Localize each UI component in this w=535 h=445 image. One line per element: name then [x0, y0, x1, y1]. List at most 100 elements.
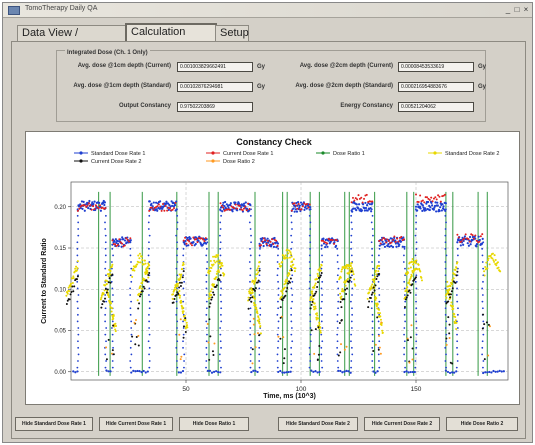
standard-dose-point — [500, 370, 503, 373]
standard-dose-2-point — [379, 312, 382, 315]
standard-dose-2-point — [105, 282, 108, 285]
legend-entry: Current Dose Rate 1 — [223, 151, 273, 157]
standard-dose-point — [364, 201, 367, 205]
standard-dose-point — [481, 261, 484, 263]
standard-dose-point — [130, 300, 133, 303]
dose-ratio-2-point — [131, 335, 134, 338]
standard-dose-2-point — [485, 261, 488, 264]
standard-dose-point — [415, 320, 418, 323]
current-dose-2-point — [406, 294, 409, 297]
current-dose-2-point — [138, 302, 141, 305]
standard-dose-point — [403, 294, 406, 296]
standard-dose-point — [350, 221, 353, 224]
standard-dose-point — [309, 274, 312, 277]
standard-dose-point — [366, 209, 369, 212]
current-dose-2-point — [70, 291, 73, 294]
dose-current-2-field[interactable]: 0.00008453533619 — [398, 62, 474, 72]
current-dose-point — [79, 205, 82, 208]
constancy-chart[interactable]: Constancy Check Standard Dose Rate 1 Curre… — [25, 131, 520, 405]
standard-dose-2-point — [255, 269, 258, 272]
dose-ratio-2-point — [448, 323, 451, 326]
standard-dose-point — [249, 313, 252, 316]
standard-dose-point — [130, 371, 133, 374]
standard-dose-point — [351, 294, 353, 296]
standard-dose-point — [112, 254, 114, 257]
energy-constancy-field[interactable]: 0.00521204062 — [398, 102, 474, 112]
dose-ratio-2-point — [487, 323, 490, 326]
tab-setup[interactable]: Setup — [215, 25, 249, 41]
legend-entry: Standard Dose Rate 2 — [445, 151, 499, 157]
standard-dose-2-point — [348, 271, 351, 274]
current-dose-point — [89, 204, 92, 207]
standard-dose-point — [107, 370, 110, 373]
output-constancy-field[interactable]: 0.97502203869 — [177, 102, 253, 112]
hide-current-dose-rate-1-button[interactable]: Hide Current Dose Rate 1 — [99, 417, 173, 431]
standard-dose-point — [212, 370, 216, 373]
current-dose-2-point — [248, 298, 251, 301]
standard-dose-point — [320, 244, 323, 247]
current-dose-2-point — [368, 300, 371, 303]
standard-dose-2-point — [290, 266, 293, 269]
standard-dose-point — [111, 366, 114, 369]
standard-dose-point — [371, 333, 374, 336]
standard-dose-point — [484, 371, 487, 374]
standard-dose-2-point — [375, 273, 378, 276]
standard-dose-2-point — [492, 259, 495, 262]
current-dose-point — [305, 203, 308, 206]
standard-dose-point — [326, 245, 329, 248]
dose-ratio-2-point — [252, 323, 255, 326]
standard-dose-point — [482, 371, 485, 375]
dose-ratio-2-point — [380, 321, 383, 324]
standard-dose-2-point — [497, 266, 500, 269]
hide-dose-ratio-2-button[interactable]: Hide Dose Ratio 2 — [446, 417, 518, 431]
dose-standard-field[interactable]: 0.00102876294981 — [177, 82, 253, 92]
current-dose-point — [396, 237, 399, 240]
tab-data-view[interactable]: Data View / Calculation — [17, 25, 128, 54]
current-dose-point — [248, 207, 251, 210]
standard-dose-2-point — [378, 264, 381, 267]
standard-dose-point — [290, 247, 293, 250]
standard-dose-point — [104, 214, 107, 217]
dose-current-field[interactable]: 0.001003829662491 — [177, 62, 253, 72]
standard-dose-point — [404, 360, 407, 362]
tab-calculation-results[interactable]: Calculation Results — [125, 23, 217, 53]
standard-dose-2-point — [215, 272, 218, 275]
minimize-icon[interactable]: _ — [505, 5, 511, 14]
hide-standard-dose-rate-2-button[interactable]: Hide Standard Dose Rate 2 — [278, 417, 358, 431]
standard-dose-point — [187, 244, 190, 247]
current-dose-point — [360, 196, 363, 199]
standard-dose-point — [123, 239, 127, 242]
current-dose-point — [353, 199, 356, 202]
standard-dose-point — [244, 201, 247, 204]
standard-dose-point — [431, 204, 434, 207]
standard-dose-2-point — [257, 316, 260, 319]
current-dose-point — [188, 240, 191, 243]
standard-dose-point — [336, 280, 339, 283]
standard-dose-2-point — [316, 314, 319, 317]
standard-dose-point — [455, 294, 458, 296]
current-dose-point — [264, 239, 267, 242]
current-dose-point — [111, 239, 114, 242]
standard-dose-2-point — [484, 265, 487, 268]
standard-dose-2-point — [315, 312, 318, 315]
hide-dose-ratio-1-button[interactable]: Hide Dose Ratio 1 — [179, 417, 249, 431]
standard-dose-point — [482, 360, 485, 362]
standard-dose-point — [350, 366, 353, 369]
maximize-icon[interactable]: □ — [514, 5, 520, 14]
hide-current-dose-rate-2-button[interactable]: Hide Current Dose Rate 2 — [364, 417, 440, 431]
standard-dose-point — [321, 261, 324, 263]
current-dose-2-point — [281, 299, 284, 302]
current-dose-point — [87, 202, 90, 205]
standard-dose-point — [183, 353, 186, 356]
current-dose-point — [123, 244, 126, 247]
dose-standard-2-field[interactable]: 0.000216954883676 — [398, 82, 474, 92]
current-dose-point — [234, 203, 237, 206]
close-icon[interactable]: × — [523, 5, 529, 14]
hide-standard-dose-rate-1-button[interactable]: Hide Standard Dose Rate 1 — [15, 417, 93, 431]
standard-dose-point — [488, 370, 491, 374]
standard-dose-point — [482, 366, 484, 369]
standard-dose-point — [350, 234, 353, 237]
dose-ratio-2-point — [448, 332, 451, 335]
standard-dose-point — [104, 320, 107, 323]
standard-dose-2-point — [136, 263, 139, 266]
